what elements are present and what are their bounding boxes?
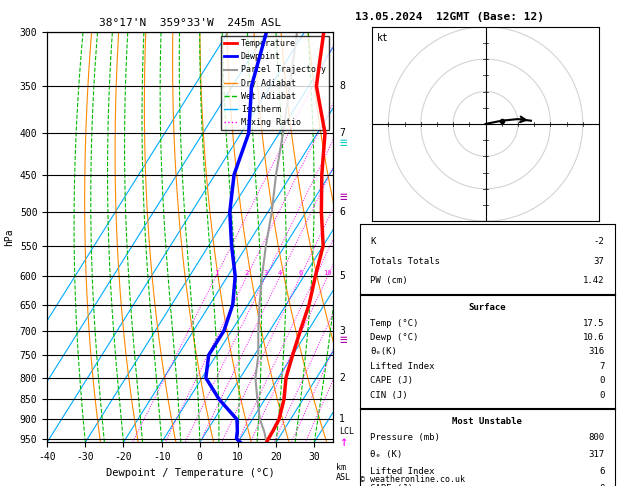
Text: 6: 6: [599, 468, 604, 476]
Text: 7: 7: [599, 362, 604, 371]
Text: θₑ(K): θₑ(K): [370, 347, 397, 356]
Text: 6: 6: [339, 207, 345, 217]
Y-axis label: hPa: hPa: [4, 228, 14, 246]
Text: CAPE (J): CAPE (J): [370, 485, 413, 486]
Text: 2: 2: [339, 373, 345, 383]
Text: ≡: ≡: [339, 191, 347, 204]
Text: 3: 3: [339, 326, 345, 336]
Text: Lifted Index: Lifted Index: [370, 468, 435, 476]
X-axis label: Dewpoint / Temperature (°C): Dewpoint / Temperature (°C): [106, 468, 275, 478]
Text: 3: 3: [264, 270, 268, 277]
Text: Dewp (°C): Dewp (°C): [370, 333, 418, 342]
Text: 7: 7: [339, 128, 345, 138]
Text: ≡: ≡: [339, 137, 347, 150]
Text: ↑: ↑: [338, 435, 347, 449]
Text: 800: 800: [588, 433, 604, 442]
Text: 13.05.2024  12GMT (Base: 12): 13.05.2024 12GMT (Base: 12): [355, 12, 544, 22]
Text: K: K: [370, 237, 376, 246]
Text: Totals Totals: Totals Totals: [370, 257, 440, 266]
Text: PW (cm): PW (cm): [370, 276, 408, 285]
Text: θₑ (K): θₑ (K): [370, 450, 402, 459]
Text: km
ASL: km ASL: [337, 463, 351, 482]
Text: Pressure (mb): Pressure (mb): [370, 433, 440, 442]
Text: 1: 1: [214, 270, 218, 277]
Text: 17.5: 17.5: [583, 318, 604, 328]
Text: 316: 316: [588, 347, 604, 356]
Text: 1: 1: [339, 415, 345, 424]
Text: 0: 0: [599, 376, 604, 385]
Text: 10: 10: [323, 270, 332, 277]
Text: 0: 0: [599, 485, 604, 486]
Text: kt: kt: [377, 33, 389, 43]
Text: Surface: Surface: [469, 303, 506, 312]
Text: 8: 8: [313, 270, 318, 277]
Text: ≡: ≡: [339, 334, 347, 347]
Text: CAPE (J): CAPE (J): [370, 376, 413, 385]
Text: CIN (J): CIN (J): [370, 391, 408, 400]
Text: 10.6: 10.6: [583, 333, 604, 342]
Text: © weatheronline.co.uk: © weatheronline.co.uk: [360, 474, 465, 484]
Text: 2: 2: [245, 270, 249, 277]
Text: 6: 6: [298, 270, 303, 277]
Text: 5: 5: [339, 271, 345, 281]
Text: LCL: LCL: [339, 427, 354, 435]
Text: 8: 8: [339, 81, 345, 91]
Text: 317: 317: [588, 450, 604, 459]
Text: Most Unstable: Most Unstable: [452, 417, 522, 426]
Text: Lifted Index: Lifted Index: [370, 362, 435, 371]
Title: 38°17'N  359°33'W  245m ASL: 38°17'N 359°33'W 245m ASL: [99, 18, 281, 28]
Text: 37: 37: [594, 257, 604, 266]
Text: 4: 4: [278, 270, 282, 277]
Legend: Temperature, Dewpoint, Parcel Trajectory, Dry Adiabat, Wet Adiabat, Isotherm, Mi: Temperature, Dewpoint, Parcel Trajectory…: [221, 36, 329, 130]
Text: -2: -2: [594, 237, 604, 246]
Text: Temp (°C): Temp (°C): [370, 318, 418, 328]
Text: 1.42: 1.42: [583, 276, 604, 285]
Text: 0: 0: [599, 391, 604, 400]
